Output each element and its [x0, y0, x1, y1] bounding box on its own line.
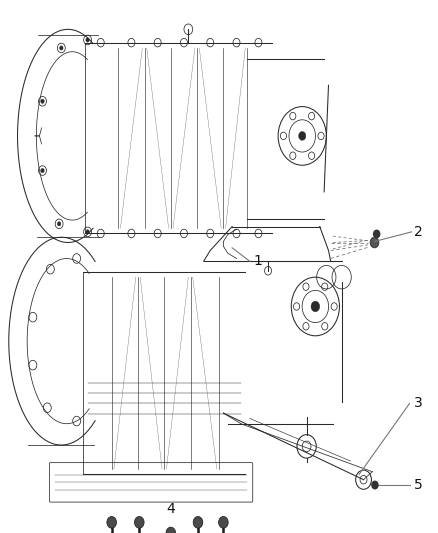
Circle shape: [41, 168, 44, 173]
Circle shape: [41, 99, 44, 103]
Circle shape: [219, 516, 228, 528]
Text: 5: 5: [414, 478, 423, 492]
Circle shape: [372, 481, 378, 489]
Text: 1: 1: [253, 254, 262, 268]
Circle shape: [134, 516, 144, 528]
Circle shape: [57, 222, 61, 226]
Circle shape: [370, 237, 379, 248]
Circle shape: [311, 301, 320, 312]
Circle shape: [166, 527, 176, 533]
Circle shape: [107, 516, 117, 528]
Text: 4: 4: [166, 502, 175, 516]
Circle shape: [193, 516, 203, 528]
Text: 2: 2: [414, 225, 423, 239]
Circle shape: [299, 132, 306, 140]
Circle shape: [374, 230, 380, 238]
Circle shape: [86, 38, 89, 42]
Circle shape: [60, 46, 63, 50]
Text: 3: 3: [414, 397, 423, 410]
Circle shape: [86, 230, 89, 234]
